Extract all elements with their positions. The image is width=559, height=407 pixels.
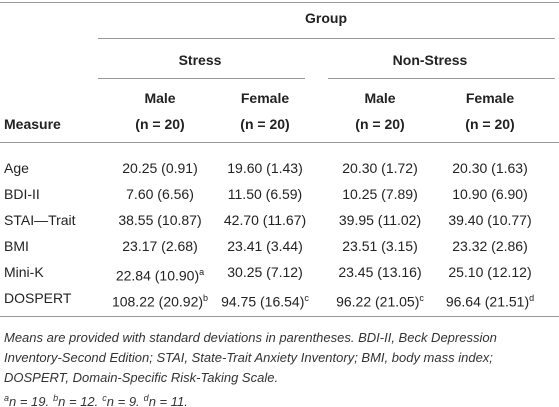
cell: 10.90 (6.90) <box>452 186 528 202</box>
cell: 25.10 (12.12) <box>448 264 532 280</box>
footnote-text: n = 11. <box>148 394 188 407</box>
cell-footnote-mark: c <box>304 293 309 303</box>
rule <box>0 316 559 317</box>
footnote-mark: d <box>143 393 149 403</box>
cell: 22.84 (10.90)a <box>103 262 218 286</box>
cell: 10.25 (7.89) <box>342 186 418 202</box>
cell-value: 96.22 (21.05) <box>336 293 420 310</box>
column-n: (n = 20) <box>135 116 185 132</box>
row-measure: STAI—Trait <box>4 212 76 228</box>
cell: 30.25 (7.12) <box>227 264 303 280</box>
column-n: (n = 20) <box>240 116 290 132</box>
footnote-text: n = 12. <box>58 394 99 407</box>
rule <box>0 2 559 3</box>
cell: 108.22 (20.92)b <box>103 288 218 312</box>
cell-value: 22.84 (10.90) <box>115 267 200 284</box>
cell: 39.95 (11.02) <box>338 212 422 228</box>
cell: 96.64 (21.51)d <box>433 288 548 312</box>
row-measure: DOSPERT <box>4 290 72 306</box>
footnote-text: n = 19. <box>9 394 50 407</box>
cell: 39.40 (10.77) <box>448 212 532 228</box>
cell: 38.55 (10.87) <box>118 212 202 228</box>
cell: 23.45 (13.16) <box>338 264 422 280</box>
row-measure: BDI-II <box>4 186 40 202</box>
cell: 23.17 (2.68) <box>122 238 198 254</box>
cell: 23.51 (3.15) <box>342 238 418 254</box>
group-header: Group <box>305 10 347 26</box>
cell: 94.75 (16.54)c <box>208 288 323 312</box>
footnote-text: n = 9. <box>106 394 140 407</box>
cell-footnote-mark: a <box>199 267 205 277</box>
footnote-mark: c <box>102 393 107 403</box>
group-name: Non-Stress <box>392 52 468 68</box>
cell: 11.50 (6.59) <box>227 186 303 202</box>
cell-value: 96.64 (21.51) <box>445 293 530 310</box>
rule <box>328 78 555 79</box>
cell: 42.70 (11.67) <box>223 212 307 228</box>
cell: 7.60 (6.56) <box>126 186 194 202</box>
cell: 96.22 (21.05)c <box>323 288 438 312</box>
column-sex: Male <box>144 90 176 106</box>
cell-value: 94.75 (16.54) <box>221 293 305 310</box>
column-sex: Male <box>364 90 396 106</box>
cell: 19.60 (1.43) <box>227 160 303 176</box>
footnote-mark: b <box>53 393 59 403</box>
column-n: (n = 20) <box>355 116 405 132</box>
footnote-mark: a <box>4 393 10 403</box>
row-measure: Mini-K <box>4 264 44 280</box>
cell: 20.30 (1.63) <box>452 160 528 176</box>
footnotes: an = 19. bn = 12. cn = 9. dn = 11. <box>4 388 554 407</box>
rule <box>98 78 305 79</box>
row-measure: BMI <box>4 238 29 254</box>
rule <box>98 38 555 39</box>
column-n: (n = 20) <box>465 116 515 132</box>
group-name: Stress <box>178 52 222 68</box>
cell: 20.25 (0.91) <box>122 160 198 176</box>
cell-footnote-mark: c <box>419 293 424 303</box>
cell: 23.41 (3.44) <box>227 238 303 254</box>
cell-value: 108.22 (20.92) <box>111 293 204 310</box>
cell-footnote-mark: d <box>529 293 535 303</box>
column-sex: Female <box>240 90 290 106</box>
rule <box>0 142 559 143</box>
cell: 23.32 (2.86) <box>452 238 528 254</box>
cell: 20.30 (1.72) <box>342 160 418 176</box>
table-note: Means are provided with standard deviati… <box>4 330 497 385</box>
measure-header: Measure <box>4 116 61 132</box>
column-sex: Female <box>465 90 515 106</box>
row-measure: Age <box>4 160 29 176</box>
cell-footnote-mark: b <box>203 293 209 303</box>
